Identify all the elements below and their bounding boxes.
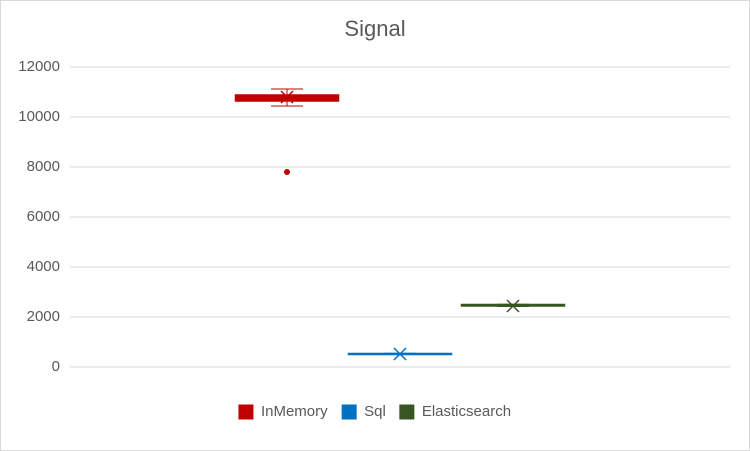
y-tick-label: 10000 [18, 108, 60, 125]
mean-marker [393, 347, 407, 361]
legend-label: Sql [364, 403, 386, 420]
y-tick-label: 12000 [18, 58, 60, 75]
y-tick-label: 4000 [27, 258, 60, 275]
chart-title: Signal [344, 16, 405, 41]
legend-label: InMemory [261, 403, 328, 420]
y-tick-label: 2000 [27, 308, 60, 325]
legend-swatch [341, 404, 357, 420]
y-tick-label: 0 [52, 358, 60, 375]
legend-swatch [238, 404, 254, 420]
y-tick-label: 8000 [27, 158, 60, 175]
mean-marker [280, 90, 294, 104]
legend-label: Elasticsearch [422, 403, 511, 420]
outlier [284, 169, 290, 175]
mean-marker [506, 299, 520, 313]
legend-swatch [399, 404, 415, 420]
y-tick-label: 6000 [27, 208, 60, 225]
